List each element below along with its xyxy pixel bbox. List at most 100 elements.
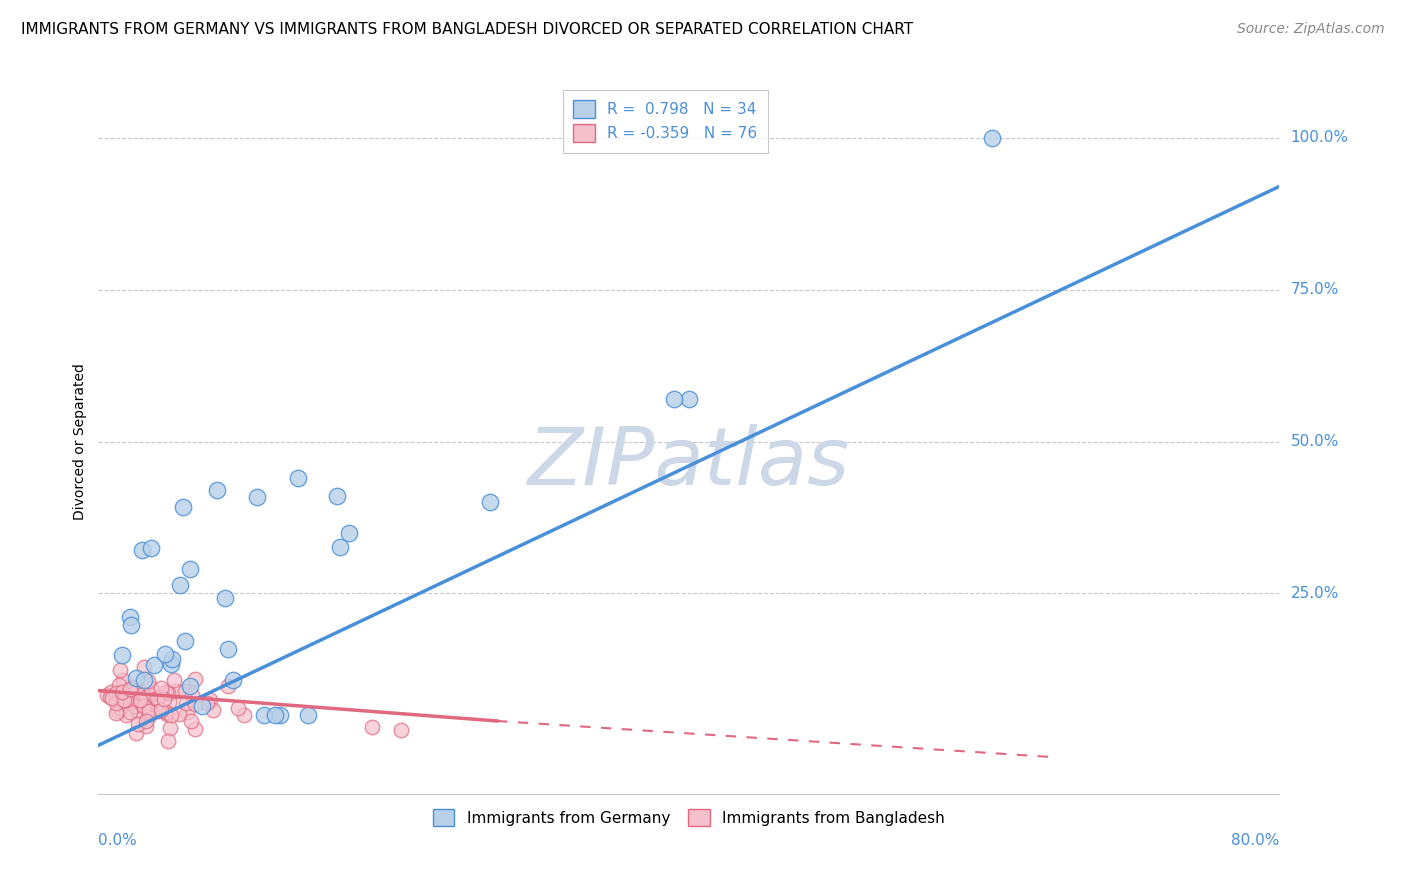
Point bbox=[269, 707, 291, 722]
Point bbox=[221, 673, 243, 688]
Point bbox=[124, 725, 146, 739]
Point bbox=[129, 692, 152, 706]
Point bbox=[112, 693, 135, 707]
Text: ZIPatlas: ZIPatlas bbox=[527, 424, 851, 501]
Point bbox=[122, 694, 145, 708]
Point bbox=[184, 723, 207, 737]
Point bbox=[136, 674, 159, 689]
Point bbox=[389, 723, 412, 737]
Text: 75.0%: 75.0% bbox=[1291, 282, 1339, 297]
Point bbox=[101, 691, 124, 706]
Point bbox=[174, 696, 197, 710]
Point bbox=[478, 495, 501, 509]
Point bbox=[111, 684, 134, 698]
Point bbox=[105, 706, 128, 720]
Point bbox=[169, 577, 191, 591]
Point bbox=[157, 734, 180, 748]
Point bbox=[155, 705, 177, 719]
Point bbox=[132, 698, 155, 713]
Text: 25.0%: 25.0% bbox=[1291, 586, 1339, 601]
Point bbox=[127, 705, 149, 719]
Point bbox=[125, 671, 148, 685]
Point bbox=[118, 696, 141, 710]
Point bbox=[146, 705, 169, 719]
Point bbox=[146, 691, 169, 706]
Point bbox=[205, 483, 228, 497]
Point bbox=[179, 679, 201, 693]
Point bbox=[121, 695, 143, 709]
Text: 0.0%: 0.0% bbox=[98, 832, 138, 847]
Point bbox=[107, 705, 129, 719]
Point bbox=[142, 694, 165, 708]
Point bbox=[174, 684, 197, 698]
Point bbox=[139, 688, 162, 702]
Point bbox=[159, 721, 181, 735]
Point bbox=[132, 687, 155, 701]
Point bbox=[135, 714, 157, 729]
Point bbox=[124, 686, 146, 700]
Point bbox=[156, 686, 179, 700]
Point bbox=[155, 647, 177, 661]
Point bbox=[134, 673, 156, 688]
Point bbox=[664, 392, 686, 406]
Point bbox=[157, 695, 180, 709]
Point bbox=[108, 663, 131, 677]
Point bbox=[115, 693, 138, 707]
Point bbox=[326, 490, 349, 504]
Point bbox=[180, 714, 202, 729]
Point bbox=[143, 657, 166, 672]
Point bbox=[124, 683, 146, 698]
Point bbox=[191, 698, 214, 713]
Point bbox=[252, 707, 274, 722]
Y-axis label: Divorced or Separated: Divorced or Separated bbox=[73, 363, 87, 520]
Point bbox=[214, 591, 236, 606]
Text: Source: ZipAtlas.com: Source: ZipAtlas.com bbox=[1237, 22, 1385, 37]
Point bbox=[181, 688, 204, 702]
Point bbox=[149, 704, 172, 718]
Point bbox=[217, 679, 239, 693]
Text: 100.0%: 100.0% bbox=[1291, 130, 1348, 145]
Point bbox=[360, 720, 382, 734]
Point bbox=[163, 673, 186, 687]
Point bbox=[195, 696, 218, 710]
Point bbox=[111, 673, 134, 687]
Point bbox=[114, 707, 136, 722]
Point bbox=[98, 690, 121, 705]
Point bbox=[100, 684, 122, 698]
Point bbox=[246, 490, 269, 504]
Point bbox=[173, 633, 195, 648]
Point bbox=[111, 691, 134, 706]
Point bbox=[183, 697, 205, 711]
Point bbox=[172, 500, 194, 514]
Point bbox=[183, 672, 205, 686]
Point bbox=[297, 707, 319, 722]
Legend: Immigrants from Germany, Immigrants from Bangladesh: Immigrants from Germany, Immigrants from… bbox=[425, 799, 953, 836]
Point bbox=[167, 706, 190, 721]
Text: 80.0%: 80.0% bbox=[1232, 832, 1279, 847]
Point bbox=[179, 562, 201, 576]
Point bbox=[155, 685, 177, 699]
Point bbox=[108, 700, 131, 714]
Point bbox=[120, 618, 142, 632]
Point bbox=[118, 609, 141, 624]
Point bbox=[160, 652, 183, 666]
Point bbox=[124, 698, 146, 713]
Point bbox=[135, 719, 157, 733]
Point bbox=[153, 691, 176, 706]
Point bbox=[131, 543, 153, 558]
Point bbox=[105, 686, 128, 700]
Point bbox=[117, 696, 139, 710]
Point bbox=[96, 688, 118, 702]
Point bbox=[165, 683, 187, 698]
Text: 50.0%: 50.0% bbox=[1291, 434, 1339, 449]
Point bbox=[118, 705, 141, 719]
Point bbox=[118, 681, 141, 696]
Point bbox=[135, 690, 157, 705]
Point bbox=[217, 641, 239, 656]
Point bbox=[226, 700, 249, 714]
Point bbox=[232, 707, 254, 722]
Point bbox=[127, 716, 149, 731]
Point bbox=[122, 680, 145, 694]
Point bbox=[132, 660, 155, 674]
Point bbox=[138, 704, 160, 718]
